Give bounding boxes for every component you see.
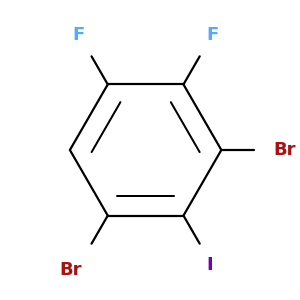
Text: Br: Br [274,141,296,159]
Text: F: F [72,26,85,44]
Text: F: F [207,26,219,44]
Text: Br: Br [59,261,82,279]
Text: I: I [207,256,213,274]
